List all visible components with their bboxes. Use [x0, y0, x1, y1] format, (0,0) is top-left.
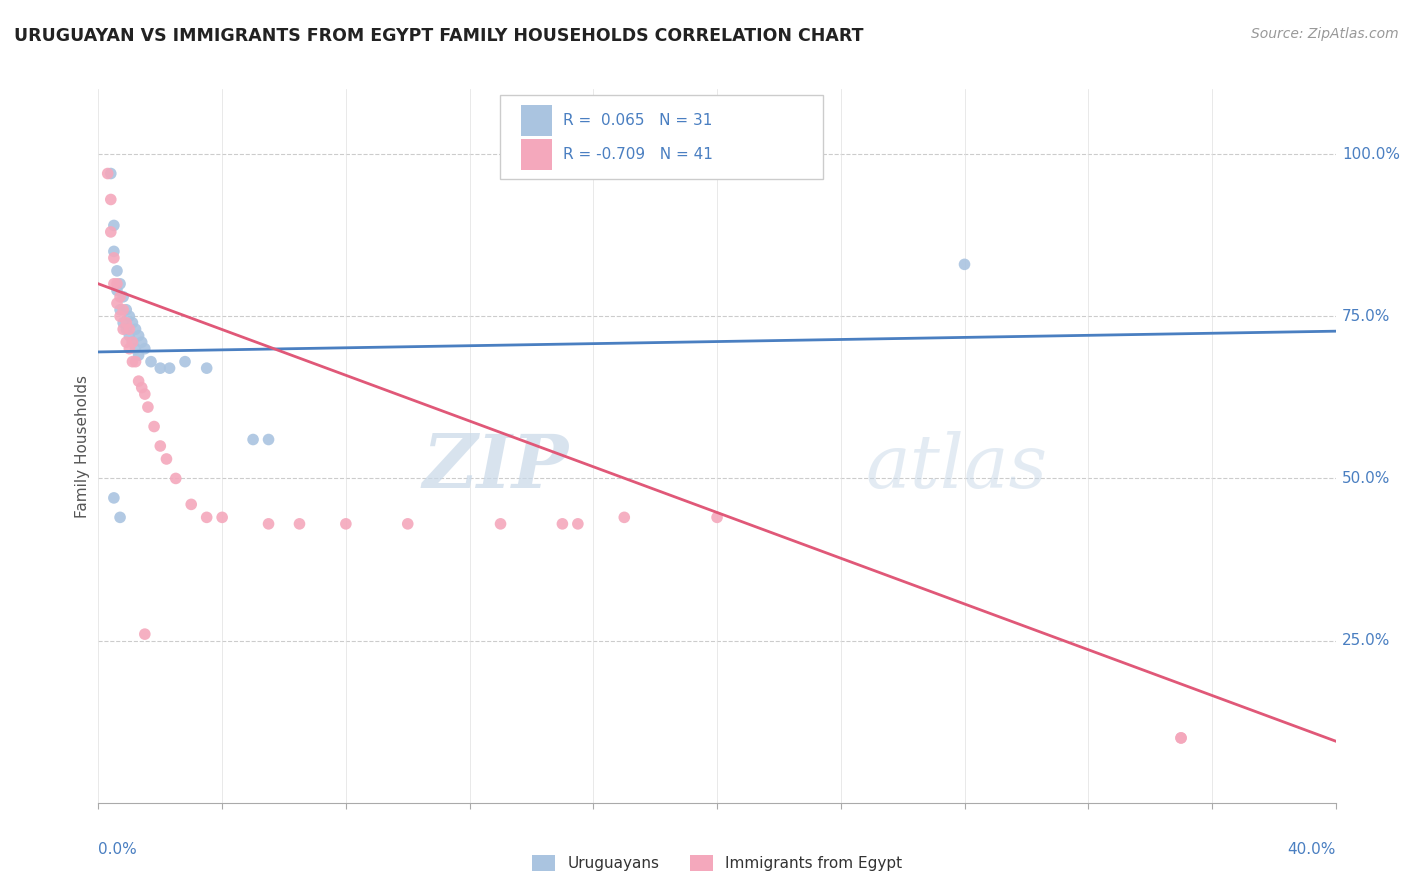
Point — [105, 296, 128, 310]
Point — [613, 510, 636, 524]
Text: 100.0%: 100.0% — [1341, 146, 1400, 161]
Point — [105, 264, 128, 278]
Point — [103, 277, 125, 291]
Point — [121, 316, 143, 330]
Point — [288, 516, 311, 531]
Point — [124, 354, 146, 368]
Point — [108, 277, 131, 291]
Point — [567, 516, 589, 531]
Text: ZIP: ZIP — [422, 431, 568, 504]
Point — [118, 328, 141, 343]
Point — [1170, 731, 1192, 745]
Point — [103, 219, 125, 233]
Point — [211, 510, 233, 524]
Point — [136, 400, 159, 414]
Text: R = -0.709   N = 41: R = -0.709 N = 41 — [562, 147, 713, 162]
Point — [121, 354, 143, 368]
Point — [97, 167, 120, 181]
Point — [124, 342, 146, 356]
Point — [100, 193, 122, 207]
Point — [149, 439, 172, 453]
Text: 0.0%: 0.0% — [98, 842, 138, 857]
Point — [134, 627, 156, 641]
Point — [195, 510, 218, 524]
Text: 25.0%: 25.0% — [1341, 633, 1391, 648]
Point — [134, 387, 156, 401]
Point — [115, 302, 138, 317]
Point — [489, 516, 512, 531]
Point — [105, 283, 128, 297]
Point — [139, 354, 162, 368]
Point — [131, 381, 153, 395]
Text: 50.0%: 50.0% — [1341, 471, 1391, 486]
Point — [953, 257, 976, 271]
Point — [108, 290, 131, 304]
Point — [112, 290, 135, 304]
Point — [1170, 731, 1192, 745]
Point — [124, 322, 146, 336]
Point — [128, 348, 150, 362]
Point — [108, 302, 131, 317]
Point — [118, 310, 141, 324]
Legend: Uruguayans, Immigrants from Egypt: Uruguayans, Immigrants from Egypt — [526, 849, 908, 877]
Point — [103, 491, 125, 505]
Point — [159, 361, 181, 376]
Point — [105, 277, 128, 291]
Point — [155, 452, 177, 467]
Point — [112, 322, 135, 336]
Point — [121, 335, 143, 350]
Point — [115, 322, 138, 336]
Point — [706, 510, 728, 524]
Point — [551, 516, 574, 531]
Point — [195, 361, 218, 376]
Point — [174, 354, 197, 368]
Text: 75.0%: 75.0% — [1341, 309, 1391, 324]
Point — [100, 167, 122, 181]
Point — [257, 516, 280, 531]
Point — [115, 335, 138, 350]
Text: Source: ZipAtlas.com: Source: ZipAtlas.com — [1251, 27, 1399, 41]
Point — [257, 433, 280, 447]
Point — [128, 374, 150, 388]
Point — [108, 310, 131, 324]
Point — [121, 335, 143, 350]
Point — [118, 322, 141, 336]
Text: R =  0.065   N = 31: R = 0.065 N = 31 — [562, 112, 713, 128]
Point — [335, 516, 357, 531]
Point — [112, 316, 135, 330]
Point — [115, 316, 138, 330]
Point — [118, 342, 141, 356]
Point — [100, 225, 122, 239]
Point — [149, 361, 172, 376]
Point — [396, 516, 419, 531]
Text: URUGUAYAN VS IMMIGRANTS FROM EGYPT FAMILY HOUSEHOLDS CORRELATION CHART: URUGUAYAN VS IMMIGRANTS FROM EGYPT FAMIL… — [14, 27, 863, 45]
Point — [103, 244, 125, 259]
Point — [128, 328, 150, 343]
Point — [112, 302, 135, 317]
Y-axis label: Family Households: Family Households — [75, 375, 90, 517]
Point — [180, 497, 202, 511]
Point — [103, 251, 125, 265]
Text: 40.0%: 40.0% — [1288, 842, 1336, 857]
Point — [165, 471, 187, 485]
Point — [143, 419, 166, 434]
Point — [242, 433, 264, 447]
Point — [134, 342, 156, 356]
Point — [108, 510, 131, 524]
Text: atlas: atlas — [866, 431, 1047, 504]
Point — [131, 335, 153, 350]
